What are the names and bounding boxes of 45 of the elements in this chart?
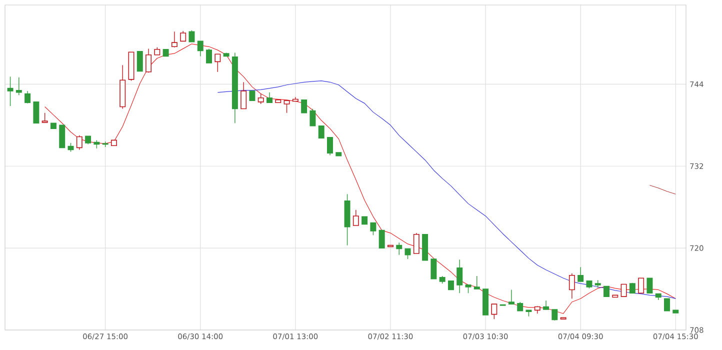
- candlestick: [240, 82, 247, 110]
- candlestick: [7, 76, 14, 106]
- candlestick: [136, 51, 143, 72]
- candlestick: [508, 289, 514, 304]
- candlestick: [180, 30, 186, 42]
- candlestick: [327, 137, 333, 156]
- candlestick: [318, 125, 324, 139]
- candlestick: [171, 31, 178, 48]
- candlestick: [284, 100, 290, 114]
- candlestick: [474, 276, 480, 290]
- line-series: [649, 184, 676, 194]
- candlestick: [24, 90, 31, 104]
- candlestick: [664, 298, 670, 312]
- candlestick: [42, 112, 48, 123]
- candlestick: [266, 92, 272, 104]
- candlestick: [16, 77, 22, 96]
- candlestick: [491, 304, 498, 320]
- candlestick: [638, 278, 644, 294]
- candlestick: [310, 108, 316, 126]
- candlestick: [258, 93, 264, 104]
- candlestick: [206, 48, 212, 64]
- candlestick: [404, 248, 411, 260]
- candlestick: [188, 30, 195, 42]
- candlestick: [543, 300, 550, 310]
- candlestick: [370, 222, 376, 236]
- candlestick: [33, 102, 40, 124]
- candlestick: [378, 230, 385, 248]
- candlestick: [430, 258, 437, 280]
- candlestick: [620, 284, 627, 297]
- candlestick: [568, 272, 575, 299]
- candlestick: [578, 266, 584, 282]
- candlestick: [214, 54, 221, 72]
- candlestick: [456, 259, 463, 294]
- candlestick: [301, 100, 308, 114]
- candlestick: [352, 209, 359, 226]
- candlestick: [413, 232, 420, 254]
- candlestick: [604, 286, 610, 297]
- candlestick: [59, 124, 66, 148]
- candlestick: [646, 278, 653, 294]
- candlestick: [146, 48, 152, 73]
- candlestick: [249, 90, 256, 101]
- candlestick: [76, 135, 82, 150]
- candlestick: [396, 242, 402, 256]
- candlestick: [197, 40, 204, 57]
- candlestick: [552, 309, 558, 321]
